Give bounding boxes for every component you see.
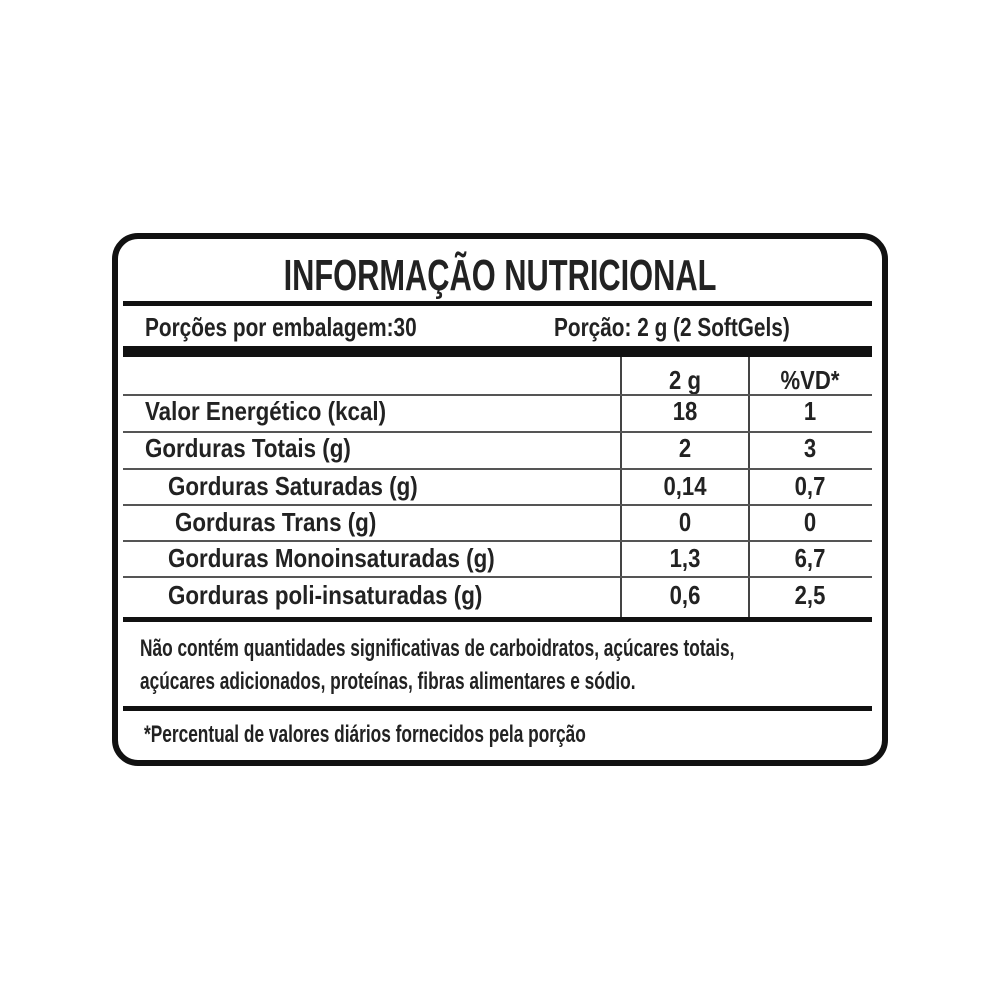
row-label: Valor Energético (kcal)	[145, 396, 387, 426]
row-dv: 0,7	[794, 471, 826, 501]
notice-line: Não contém quantidades significativas de…	[140, 635, 735, 662]
row-dv: 6,7	[794, 543, 826, 573]
divider	[123, 617, 872, 622]
column-header-dv: %VD*	[780, 365, 840, 395]
row-divider	[123, 540, 872, 542]
row-dv: 2,5	[794, 580, 826, 610]
column-divider	[748, 357, 750, 619]
row-amount: 1,3	[669, 543, 701, 573]
column-divider	[620, 357, 622, 619]
divider	[123, 706, 872, 711]
row-dv: 0	[803, 507, 817, 537]
row-amount: 2	[678, 433, 692, 463]
row-divider	[123, 431, 872, 433]
serving-size: Porção: 2 g (2 SoftGels)	[554, 312, 790, 342]
nutrition-label-frame	[112, 233, 888, 766]
row-divider	[123, 576, 872, 578]
divider	[123, 301, 872, 306]
label-title: INFORMAÇÃO NUTRICIONAL	[283, 251, 717, 300]
column-header-amount: 2 g	[669, 365, 701, 395]
row-divider	[123, 504, 872, 506]
row-amount: 0,6	[669, 580, 701, 610]
row-dv: 3	[803, 433, 817, 463]
row-divider	[123, 468, 872, 470]
row-label: Gorduras Monoinsaturadas (g)	[168, 543, 495, 573]
row-label: Gorduras Trans (g)	[175, 507, 377, 537]
footnote: *Percentual de valores diários fornecido…	[144, 721, 586, 748]
row-label: Gorduras poli-insaturadas (g)	[168, 580, 483, 610]
row-amount: 0	[678, 507, 692, 537]
row-label: Gorduras Saturadas (g)	[168, 471, 418, 501]
row-dv: 1	[803, 396, 817, 426]
row-amount: 0,14	[663, 471, 707, 501]
row-label: Gorduras Totais (g)	[145, 433, 351, 463]
servings-per-package: Porções por embalagem:30	[145, 312, 417, 342]
notice-line: açúcares adicionados, proteínas, fibras …	[140, 668, 636, 695]
row-divider	[123, 394, 872, 396]
divider-thick	[123, 346, 872, 357]
row-amount: 18	[672, 396, 698, 426]
